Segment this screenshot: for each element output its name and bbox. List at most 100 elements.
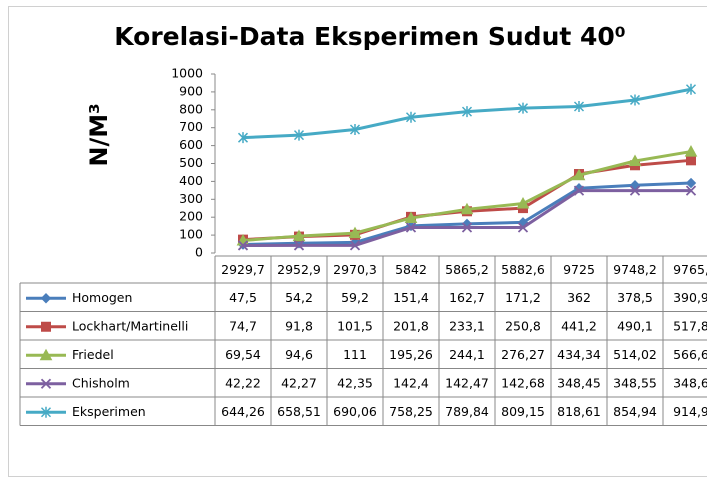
data-label: 517,8	[673, 318, 707, 333]
data-label: 690,06	[333, 404, 377, 419]
x-tick-label: 5865,2	[445, 262, 489, 277]
data-label: 390,9	[673, 290, 707, 305]
data-label: 490,1	[617, 318, 653, 333]
data-label: 244,1	[449, 347, 485, 362]
marker	[517, 222, 529, 233]
marker	[405, 111, 417, 123]
marker	[629, 185, 641, 196]
marker	[685, 185, 697, 196]
marker	[628, 154, 642, 166]
marker	[573, 100, 585, 112]
data-label: 914,9	[673, 404, 707, 419]
x-tick-label: 9748,2	[613, 262, 657, 277]
marker	[349, 123, 361, 135]
data-label: 854,94	[613, 404, 657, 419]
data-label: 348,55	[613, 375, 657, 390]
data-label: 42,22	[225, 375, 261, 390]
marker	[517, 102, 529, 114]
data-label: 201,8	[393, 318, 429, 333]
marker	[460, 202, 474, 215]
y-tick-label: 800	[179, 101, 203, 116]
data-label: 434,34	[557, 347, 601, 362]
y-tick-label: 1000	[171, 66, 203, 81]
x-tick-label: 5842	[395, 262, 427, 277]
marker	[685, 177, 697, 189]
data-label: 644,26	[221, 404, 265, 419]
x-tick-label: 9765,	[673, 262, 707, 277]
marker	[40, 293, 52, 304]
marker	[348, 226, 362, 239]
marker	[237, 240, 249, 251]
marker	[293, 240, 305, 251]
marker	[461, 222, 473, 233]
data-label: 758,25	[389, 404, 433, 419]
data-label: 101,5	[337, 318, 373, 333]
data-label: 151,4	[393, 290, 429, 305]
data-label: 818,61	[557, 404, 601, 419]
marker	[461, 106, 473, 118]
legend-label: Lockhart/Martinelli	[72, 318, 188, 333]
marker	[293, 129, 305, 141]
y-tick-label: 0	[195, 245, 203, 260]
chart-frame	[8, 6, 707, 477]
marker	[685, 83, 697, 95]
marker	[572, 168, 586, 181]
y-tick-label: 700	[179, 119, 203, 134]
data-label: 362	[567, 290, 591, 305]
legend-label: Friedel	[72, 347, 114, 362]
x-tick-label: 2952,9	[277, 262, 321, 277]
data-label: 142,68	[501, 375, 545, 390]
marker	[404, 211, 418, 224]
x-tick-label: 5882,6	[501, 262, 545, 277]
marker	[349, 240, 361, 251]
data-label: 171,2	[505, 290, 541, 305]
data-label: 54,2	[285, 290, 313, 305]
marker	[237, 132, 249, 144]
data-label: 142,4	[393, 375, 429, 390]
marker	[629, 94, 641, 106]
y-tick-label: 300	[179, 191, 203, 206]
legend-label: Homogen	[72, 290, 132, 305]
marker	[405, 222, 417, 233]
y-tick-label: 500	[179, 155, 203, 170]
marker	[516, 197, 530, 209]
x-tick-label: 2970,3	[333, 262, 377, 277]
data-label: 142,47	[445, 375, 489, 390]
marker	[573, 185, 585, 196]
data-label: 233,1	[449, 318, 485, 333]
data-label: 91,8	[285, 318, 313, 333]
data-label: 250,8	[505, 318, 541, 333]
data-label: 111	[343, 347, 367, 362]
data-label: 276,27	[501, 347, 545, 362]
marker	[39, 348, 53, 361]
y-tick-label: 100	[179, 227, 203, 242]
data-label: 47,5	[229, 290, 257, 305]
data-label: 59,2	[341, 290, 369, 305]
marker	[684, 145, 698, 157]
marker	[292, 229, 306, 242]
y-tick-label: 200	[179, 209, 203, 224]
y-axis-label: N/M³	[85, 103, 113, 166]
legend-label: Chisholm	[72, 375, 130, 390]
legend-label: Eksperimen	[72, 404, 146, 419]
data-label: 658,51	[277, 404, 321, 419]
marker	[686, 155, 696, 166]
data-label: 94,6	[285, 347, 313, 362]
data-label: 809,15	[501, 404, 545, 419]
data-label: 348,6	[673, 375, 707, 390]
data-label: 441,2	[561, 318, 597, 333]
data-label: 514,02	[613, 347, 657, 362]
data-label: 378,5	[617, 290, 653, 305]
data-label: 42,27	[281, 375, 317, 390]
marker	[40, 406, 52, 418]
chart-title: Korelasi-Data Eksperimen Sudut 40⁰	[114, 22, 626, 51]
data-label: 69,54	[225, 347, 261, 362]
data-label: 566,6	[673, 347, 707, 362]
y-tick-label: 900	[179, 83, 203, 98]
data-label: 348,45	[557, 375, 601, 390]
data-label: 162,7	[449, 290, 485, 305]
y-tick-label: 400	[179, 173, 203, 188]
x-tick-label: 9725	[563, 262, 595, 277]
